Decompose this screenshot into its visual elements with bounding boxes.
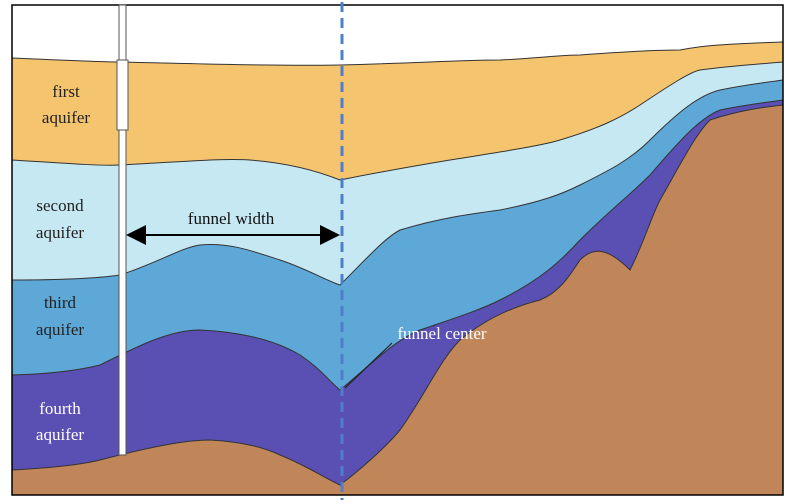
frame [11, 4, 784, 496]
bedrock-layer [11, 104, 784, 496]
funnel-width-label: funnel width [188, 209, 275, 228]
layer-label: aquifer [36, 425, 84, 444]
funnel-center-pointer [344, 342, 393, 389]
layer-label: first [52, 82, 80, 101]
layer-label: third [44, 293, 77, 312]
well-screen [116, 59, 129, 131]
layer-label: aquifer [36, 320, 84, 339]
layer-label: fourth [39, 399, 81, 418]
layer-label: second [36, 196, 84, 215]
funnel-center-label: funnel center [397, 324, 487, 343]
layer-label: aquifer [36, 223, 84, 242]
layer-label: aquifer [42, 108, 90, 127]
